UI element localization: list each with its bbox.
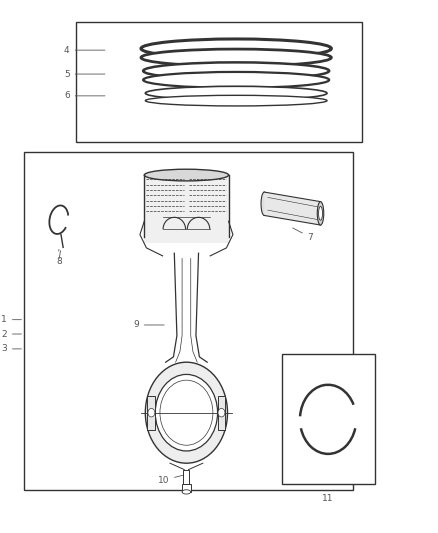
Bar (24, 152, 353, 490)
Bar (76, 22, 362, 142)
Ellipse shape (182, 490, 191, 494)
Ellipse shape (143, 72, 329, 88)
Bar (282, 354, 374, 484)
Text: 7: 7 (293, 228, 313, 242)
Text: 9: 9 (133, 320, 164, 329)
Text: 4: 4 (64, 46, 105, 55)
Bar (148, 395, 155, 430)
Text: 11: 11 (322, 494, 334, 503)
Circle shape (160, 380, 213, 445)
Text: 3: 3 (1, 344, 21, 353)
Ellipse shape (143, 62, 329, 79)
Circle shape (148, 408, 155, 417)
Circle shape (155, 374, 218, 451)
Circle shape (145, 362, 227, 463)
Bar (218, 395, 226, 430)
Circle shape (218, 408, 225, 417)
Ellipse shape (141, 49, 331, 66)
Bar (184, 470, 190, 486)
Ellipse shape (144, 169, 229, 181)
Text: 2: 2 (1, 329, 21, 338)
Text: 1: 1 (1, 315, 21, 324)
Bar (182, 484, 191, 492)
Ellipse shape (318, 206, 322, 220)
Ellipse shape (145, 95, 327, 106)
Text: 10: 10 (158, 474, 186, 484)
Ellipse shape (261, 192, 268, 215)
Text: 5: 5 (64, 70, 105, 78)
Ellipse shape (317, 201, 324, 225)
Polygon shape (264, 192, 321, 225)
Text: 6: 6 (64, 91, 105, 100)
Bar (144, 175, 229, 243)
Text: 8: 8 (56, 249, 62, 265)
Ellipse shape (145, 86, 327, 100)
Ellipse shape (141, 39, 331, 58)
